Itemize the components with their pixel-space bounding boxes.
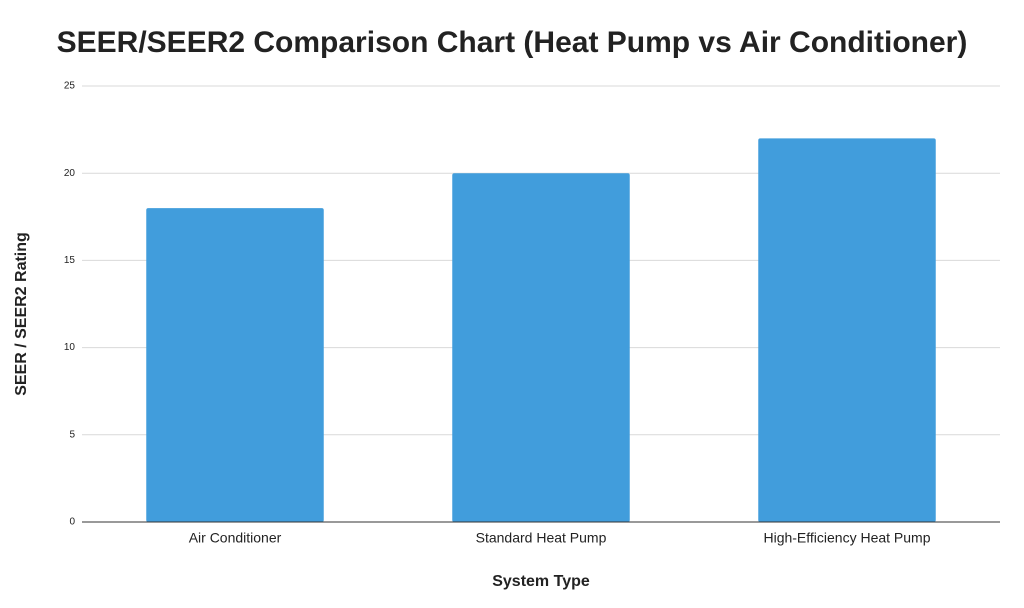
x-tick-label: Air Conditioner [189,530,282,546]
y-tick-label: 15 [64,255,76,266]
bar [758,138,936,522]
y-tick-label: 10 [64,342,76,353]
bar [452,173,630,522]
y-axis-label: SEER / SEER2 Rating [13,232,30,396]
x-axis-label: System Type [492,573,590,590]
x-tick-label: Standard Heat Pump [476,530,607,546]
bar [146,208,324,522]
x-tick-label: High-Efficiency Heat Pump [763,530,930,546]
chart-title: SEER/SEER2 Comparison Chart (Heat Pump v… [57,26,968,59]
y-tick-label: 20 [64,168,76,179]
y-tick-label: 0 [69,517,75,528]
y-tick-label: 5 [69,429,75,440]
y-tick-label: 25 [64,81,76,92]
